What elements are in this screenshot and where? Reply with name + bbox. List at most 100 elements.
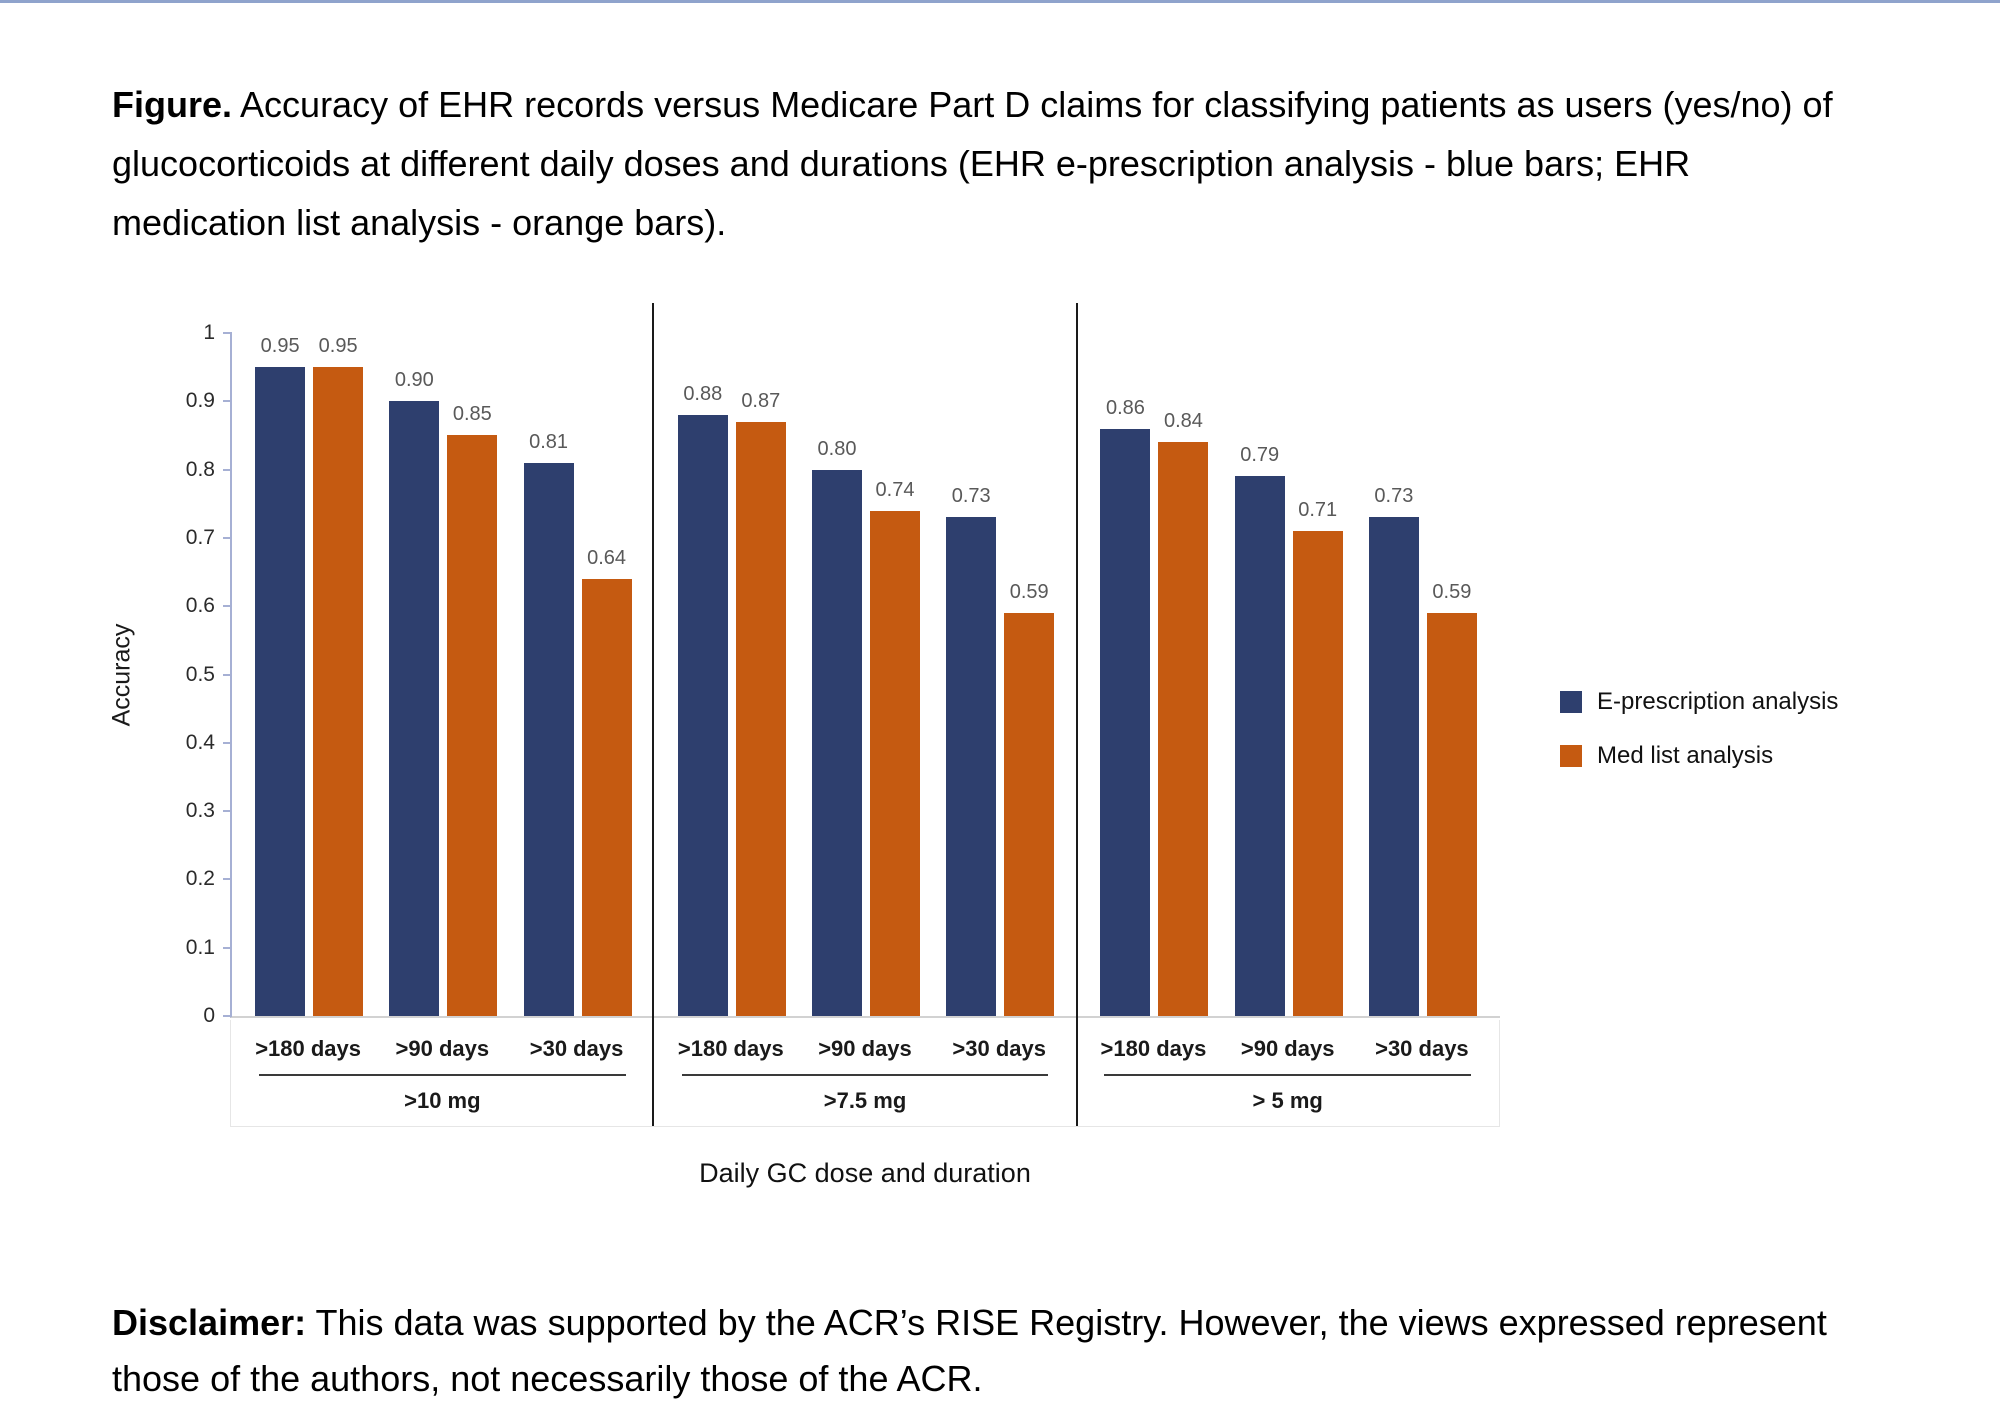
y-axis-title: Accuracy bbox=[107, 623, 136, 727]
y-tick-mark bbox=[223, 332, 232, 334]
y-axis-tick: 0.2 bbox=[186, 867, 232, 891]
disclaimer-text: This data was supported by the ACR’s RIS… bbox=[112, 1302, 1827, 1399]
y-axis-tick: 0.4 bbox=[186, 731, 232, 755]
plot-area: 0.95 0.95 0.90 0.85 0.81 0.64 0.88 0.87 0.80 0.74… bbox=[186, 321, 1500, 1027]
figure-caption-lead: Figure. bbox=[112, 84, 233, 125]
y-tick-mark bbox=[223, 605, 232, 608]
bar-eprescription: 0.79 bbox=[1234, 444, 1285, 1016]
bar-value-label: 0.95 bbox=[318, 335, 358, 358]
y-tick-mark bbox=[223, 536, 232, 539]
group-separator-2 bbox=[1076, 303, 1078, 1126]
bar-medlist: 0.85 bbox=[447, 403, 498, 1016]
category-label: >180 days bbox=[1100, 1036, 1207, 1061]
bar-value-label: 0.88 bbox=[683, 382, 723, 405]
bar-cluster: 0.90 0.85 bbox=[389, 333, 498, 1016]
bar-medlist: 0.59 bbox=[1004, 581, 1055, 1016]
category-underline bbox=[259, 1074, 626, 1076]
y-tick-label: 0.3 bbox=[185, 799, 215, 823]
bar-medlist: 0.84 bbox=[1158, 410, 1209, 1016]
legend-item-medlist: Med list analysis bbox=[1560, 742, 1838, 770]
y-tick-label: 0.8 bbox=[185, 457, 215, 481]
legend-swatch-medlist bbox=[1560, 745, 1582, 767]
axis-band-group-2: >180 days >90 days >30 days >7.5 mg bbox=[654, 1020, 1077, 1114]
bar-cluster: 0.80 0.74 bbox=[812, 333, 920, 1016]
category-label: >90 days bbox=[1240, 1036, 1335, 1061]
category-label: >180 days bbox=[255, 1036, 362, 1061]
bar-medlist: 0.74 bbox=[870, 479, 920, 1016]
bar-cluster: 0.81 0.64 bbox=[523, 333, 632, 1016]
axis-band-group-3: >180 days >90 days >30 days > 5 mg bbox=[1076, 1020, 1499, 1114]
bar-cluster: 0.88 0.87 bbox=[677, 333, 786, 1016]
y-axis-tick: 0.1 bbox=[186, 936, 232, 960]
category-label: >30 days bbox=[529, 1036, 624, 1061]
bar-cluster: 0.95 0.95 bbox=[255, 333, 364, 1016]
bar-eprescription: 0.73 bbox=[1368, 485, 1419, 1016]
y-tick-label: 1 bbox=[203, 321, 215, 344]
bar-cluster: 0.86 0.84 bbox=[1100, 333, 1209, 1016]
y-tick-mark bbox=[223, 673, 232, 676]
bar-medlist: 0.64 bbox=[581, 547, 632, 1016]
bar-group-3: 0.86 0.84 0.79 0.71 0.73 0.59 bbox=[1077, 333, 1500, 1016]
bar-eprescription: 0.86 bbox=[1100, 397, 1151, 1016]
dose-group-label: >7.5 mg bbox=[823, 1088, 907, 1113]
bar-value-label: 0.90 bbox=[394, 369, 434, 392]
y-axis-tick: 0.9 bbox=[186, 389, 232, 413]
bar-value-label: 0.73 bbox=[1374, 485, 1414, 508]
y-tick-mark bbox=[223, 878, 232, 881]
y-tick-mark bbox=[223, 741, 232, 744]
axis-band-group-1: >180 days >90 days >30 days >10 mg bbox=[231, 1020, 654, 1114]
bar-value-label: 0.73 bbox=[951, 485, 991, 508]
y-tick-mark bbox=[223, 810, 232, 813]
figure-caption-text: Accuracy of EHR records versus Medicare … bbox=[112, 84, 1833, 244]
category-labels: >180 days >90 days >30 days bbox=[1086, 1020, 1489, 1062]
bar-group-2: 0.88 0.87 0.80 0.74 0.73 0.59 bbox=[655, 333, 1078, 1016]
y-axis-tick: 0.6 bbox=[186, 594, 232, 618]
bar-cluster: 0.73 0.59 bbox=[1368, 333, 1477, 1016]
bar-value-label: 0.81 bbox=[529, 430, 569, 453]
y-tick-mark bbox=[223, 468, 232, 471]
chart-legend: E-prescription analysis Med list analysi… bbox=[1560, 688, 1838, 770]
bar-value-label: 0.80 bbox=[817, 437, 857, 460]
bar-eprescription: 0.90 bbox=[389, 369, 440, 1016]
bar-value-label: 0.64 bbox=[587, 546, 627, 569]
category-underline bbox=[681, 1074, 1049, 1076]
y-tick-label: 0.4 bbox=[185, 730, 215, 754]
y-tick-label: 0.2 bbox=[185, 867, 215, 891]
bar-cluster: 0.79 0.71 bbox=[1234, 333, 1343, 1016]
bar-eprescription: 0.80 bbox=[812, 438, 862, 1016]
chart: Accuracy 0.95 0.95 0.90 0.85 0.81 0.64 0.88 0.8… bbox=[100, 303, 1980, 1253]
bar-value-label: 0.86 bbox=[1105, 396, 1145, 419]
dose-group-label: > 5 mg bbox=[1252, 1088, 1323, 1113]
y-axis-tick: 0 bbox=[203, 1004, 232, 1028]
y-axis-tick: 0.7 bbox=[186, 526, 232, 550]
category-label: >90 days bbox=[818, 1036, 912, 1061]
figure-caption: Figure. Accuracy of EHR records versus M… bbox=[112, 75, 1872, 252]
bar-eprescription: 0.81 bbox=[523, 431, 574, 1016]
category-underline bbox=[1104, 1074, 1472, 1076]
bar-value-label: 0.59 bbox=[1009, 581, 1049, 604]
bar-value-label: 0.71 bbox=[1298, 499, 1338, 522]
y-tick-label: 0.5 bbox=[185, 662, 215, 686]
x-axis-title: Daily GC dose and duration bbox=[699, 1158, 1031, 1188]
disclaimer: Disclaimer: This data was supported by t… bbox=[112, 1295, 1852, 1407]
y-tick-label: 0.6 bbox=[185, 594, 215, 618]
bar-medlist: 0.95 bbox=[313, 335, 364, 1016]
category-label: >30 days bbox=[952, 1036, 1046, 1061]
y-tick-label: 0.9 bbox=[185, 389, 215, 413]
bar-value-label: 0.59 bbox=[1432, 581, 1472, 604]
y-axis-tick: 0.8 bbox=[186, 458, 232, 482]
bar-cluster: 0.73 0.59 bbox=[946, 333, 1055, 1016]
y-tick-label: 0 bbox=[203, 1004, 215, 1027]
bar-value-label: 0.79 bbox=[1240, 444, 1280, 467]
bar-eprescription: 0.95 bbox=[255, 335, 306, 1016]
category-labels: >180 days >90 days >30 days bbox=[241, 1020, 644, 1062]
legend-label-eprescription: E-prescription analysis bbox=[1597, 688, 1839, 715]
category-labels: >180 days >90 days >30 days bbox=[664, 1020, 1067, 1062]
bar-value-label: 0.74 bbox=[875, 478, 915, 501]
bar-medlist: 0.87 bbox=[735, 390, 786, 1016]
bar-group-1: 0.95 0.95 0.90 0.85 0.81 0.64 bbox=[232, 333, 655, 1016]
category-label: >90 days bbox=[395, 1036, 490, 1061]
bar-value-label: 0.95 bbox=[260, 335, 300, 358]
y-tick-label: 0.1 bbox=[185, 935, 215, 959]
axis-band: >180 days >90 days >30 days >10 mg >180 days… bbox=[230, 1020, 1500, 1127]
